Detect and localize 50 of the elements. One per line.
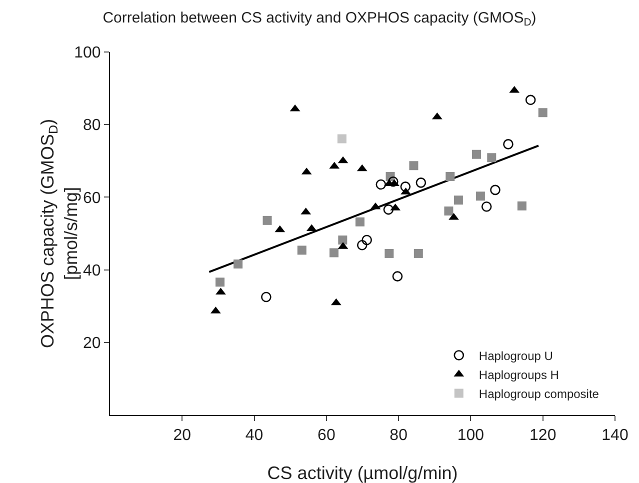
point — [216, 288, 226, 295]
x-axis-title: CS activity (µmol/g/min) — [267, 463, 458, 483]
point — [446, 172, 455, 182]
x-tick-label: 120 — [530, 427, 556, 444]
point — [388, 176, 398, 187]
legend-label: Haplogroups H — [478, 368, 559, 382]
point — [538, 108, 548, 118]
point — [383, 204, 394, 215]
point — [216, 278, 225, 287]
point — [400, 182, 411, 192]
point — [481, 201, 492, 212]
y-tick-label: 60 — [83, 190, 101, 207]
point — [392, 271, 403, 282]
x-tick-label: 80 — [390, 427, 408, 444]
point — [444, 206, 454, 216]
point — [338, 236, 348, 245]
legend-label: Haplogroup U — [478, 348, 553, 363]
point — [416, 178, 426, 188]
point — [376, 179, 386, 190]
point — [261, 292, 272, 302]
x-tick-label: 140 — [602, 427, 628, 444]
point — [525, 94, 536, 106]
point — [362, 234, 372, 246]
point — [503, 139, 514, 150]
x-tick-label: 100 — [457, 427, 484, 444]
y-tick-label: 20 — [83, 335, 101, 352]
point — [355, 217, 364, 226]
point — [454, 196, 463, 205]
x-tick-label: 40 — [245, 427, 264, 444]
point — [476, 192, 485, 201]
point — [384, 248, 394, 258]
x-tick-label: 60 — [318, 427, 336, 444]
point — [330, 248, 338, 258]
point — [234, 259, 243, 268]
legend-label: Haplogroup composite — [478, 386, 600, 401]
x-tick-label: 20 — [173, 427, 192, 444]
point — [517, 201, 526, 210]
point — [409, 161, 418, 170]
point — [472, 150, 481, 159]
point — [487, 153, 496, 162]
point — [337, 134, 346, 144]
y-tick-label: 80 — [83, 117, 101, 134]
chart-title: Correlation between CS activity and OXPHOS capacity (GMOS$_{D}$) — [102, 10, 536, 29]
point — [356, 240, 368, 250]
y-tick-label: 40 — [83, 262, 101, 280]
y-tick-label: 100 — [74, 44, 101, 62]
point — [297, 246, 306, 255]
point — [262, 216, 272, 225]
point — [414, 248, 423, 258]
point — [490, 184, 500, 196]
